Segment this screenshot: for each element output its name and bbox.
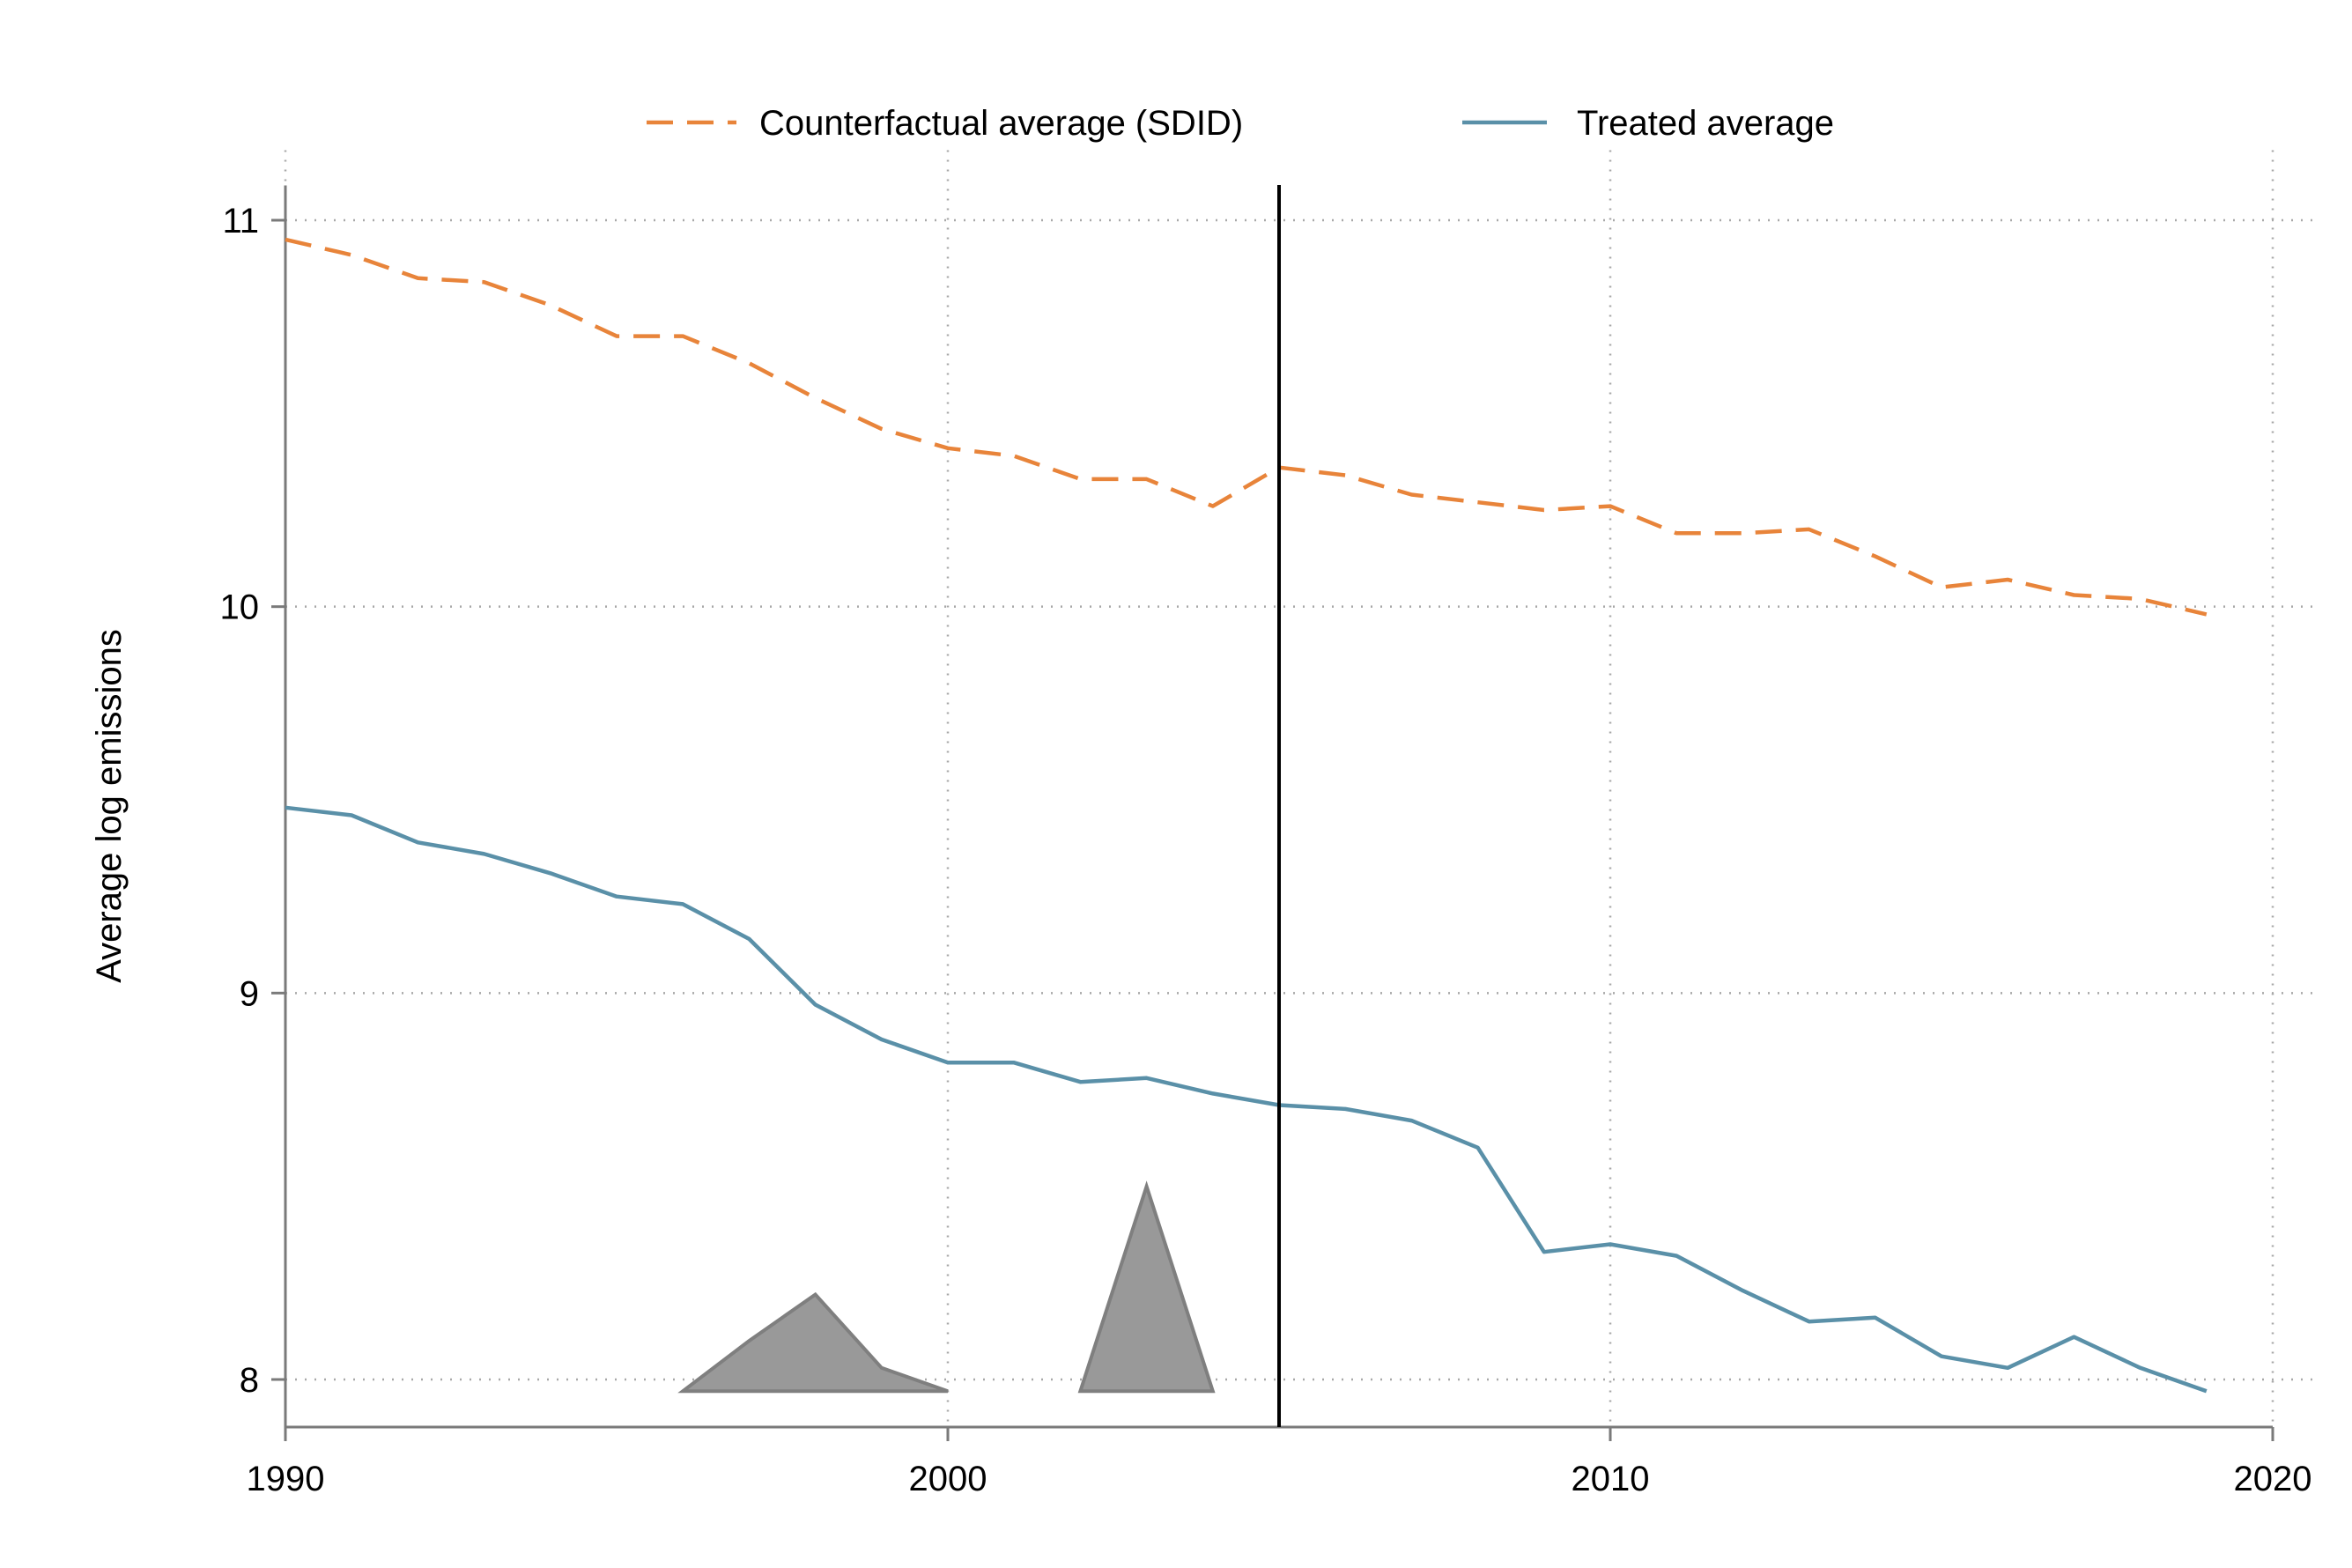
y-tick-label: 8: [240, 1361, 259, 1400]
series-line-counterfactual: [285, 237, 2208, 617]
y-tick-label: 10: [220, 588, 260, 627]
grid-lines: [284, 150, 2312, 1431]
legend: Counterfactual average (SDID) Treated ave…: [647, 104, 1834, 143]
y-tick-label: 9: [240, 974, 259, 1013]
y-tick-label: 11: [222, 202, 259, 240]
tick-labels: 8 9 10 11 1990 2000 2010 2020: [220, 202, 2312, 1498]
weight-areas: [677, 1180, 1216, 1394]
x-tick-label: 2020: [2234, 1460, 2312, 1498]
series-line-treated: [285, 805, 2208, 1394]
y-axis-title: Average log emissions: [90, 629, 129, 983]
weight-area: [677, 1291, 949, 1394]
series-lines: [285, 237, 2208, 1394]
x-tick-label: 1990: [247, 1460, 325, 1498]
weight-area: [1077, 1180, 1216, 1394]
legend-label: Treated average: [1577, 104, 1834, 143]
x-tick-label: 2010: [1572, 1460, 1650, 1498]
axes: [271, 185, 2274, 1441]
x-tick-label: 2000: [909, 1460, 987, 1498]
legend-label: Counterfactual average (SDID): [759, 104, 1243, 143]
